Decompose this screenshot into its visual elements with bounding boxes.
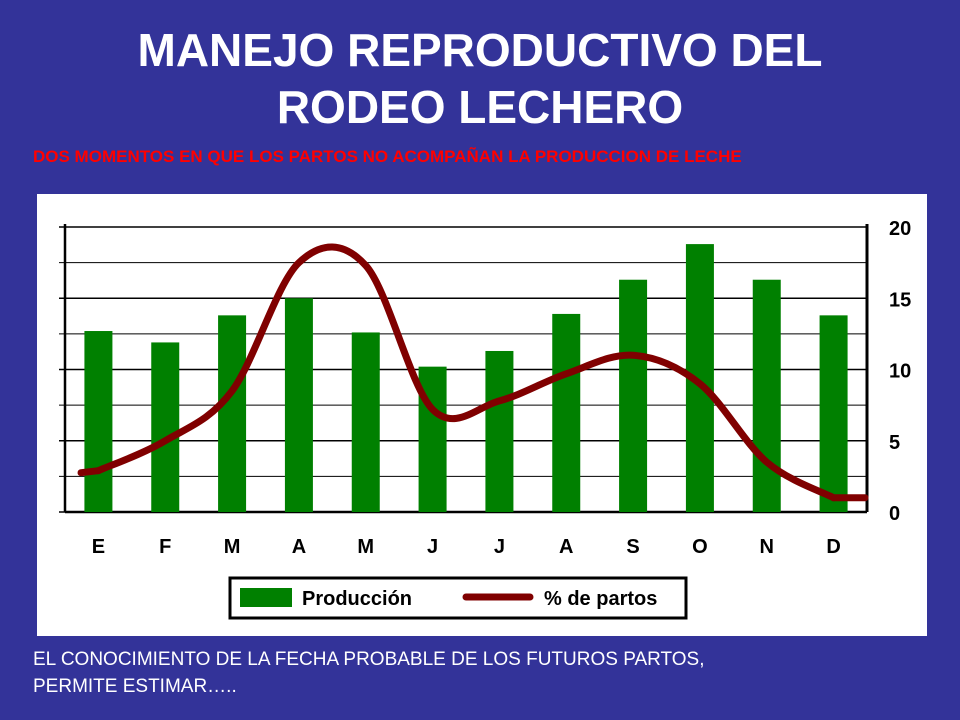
bar-produccion: [351, 332, 380, 512]
bar-produccion: [552, 313, 581, 512]
bar-produccion: [84, 331, 113, 512]
chart-panel: 0 5 10 15 20 E F M A M J J A S O N D Producción % de parto…: [37, 194, 927, 636]
bar-produccion: [151, 342, 180, 512]
y-tick-label: 20: [889, 218, 911, 240]
y-tick-label: 0: [889, 503, 900, 525]
y-tick-label: 15: [889, 289, 911, 311]
legend-box: [228, 576, 688, 620]
x-tick-label: A: [559, 536, 573, 558]
footer-line-1: EL CONOCIMIENTO DE LA FECHA PROBABLE DE …: [33, 649, 705, 670]
x-tick-label: E: [92, 536, 105, 558]
x-tick-label: J: [494, 536, 505, 558]
x-tick-label: N: [760, 536, 774, 558]
bar-produccion: [819, 315, 848, 512]
bar-produccion: [284, 298, 313, 512]
legend-label-produccion: Producción: [302, 588, 412, 610]
chart-svg: 0 5 10 15 20 E F M A M J J A S O N D Producción % de parto…: [59, 218, 911, 620]
title-line-2: RODEO LECHERO: [276, 81, 684, 133]
slide-title: MANEJO REPRODUCTIVO DEL RODEO LECHERO: [0, 22, 960, 136]
title-line-1: MANEJO REPRODUCTIVO DEL: [137, 24, 823, 76]
footer-line-2: PERMITE ESTIMAR…..: [33, 676, 237, 697]
x-tick-label: M: [224, 536, 241, 558]
x-tick-label: F: [159, 536, 171, 558]
slide-subtitle: DOS MOMENTOS EN QUE LOS PARTOS NO ACOMPA…: [33, 147, 742, 166]
bar-produccion: [619, 279, 648, 512]
bar-produccion: [752, 279, 781, 512]
x-tick-label: D: [826, 536, 840, 558]
x-tick-label: M: [357, 536, 374, 558]
legend-swatch-produccion: [240, 588, 292, 607]
x-tick-label: J: [427, 536, 438, 558]
y-tick-label: 10: [889, 361, 911, 383]
x-tick-label: O: [692, 536, 708, 558]
x-tick-label: A: [292, 536, 306, 558]
legend-label-partos: % de partos: [544, 588, 657, 610]
x-tick-label: S: [626, 536, 639, 558]
slide-footer: EL CONOCIMIENTO DE LA FECHA PROBABLE DE …: [33, 646, 933, 700]
line-partos: [94, 243, 838, 502]
bar-produccion: [218, 315, 247, 512]
y-tick-label: 5: [889, 432, 900, 454]
bar-produccion: [485, 350, 514, 512]
